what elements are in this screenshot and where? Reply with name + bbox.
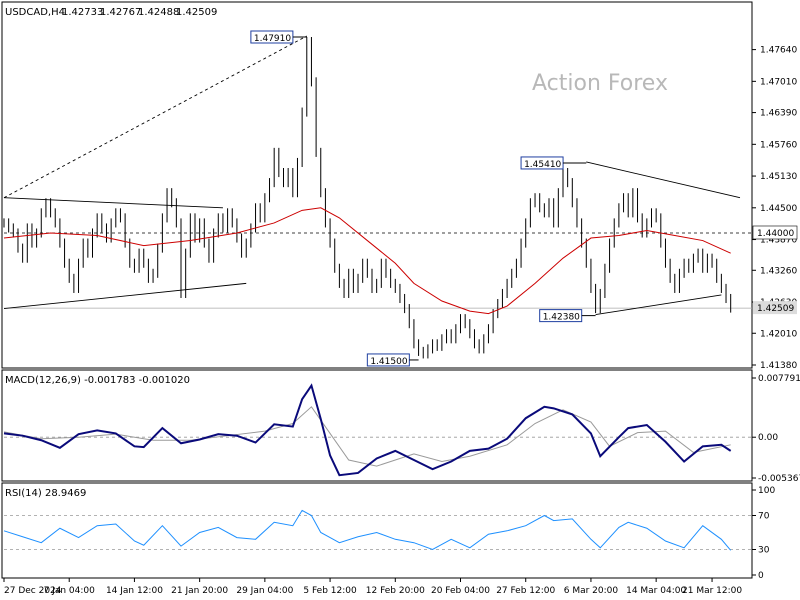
rsi-y-tick-label: 70 xyxy=(758,512,770,522)
price-y-tick-label: 1.47640 xyxy=(760,46,797,56)
price-y-tick-label: 1.45760 xyxy=(760,140,797,150)
x-tick-label: 29 Jan 04:00 xyxy=(236,586,293,596)
macd-y-axis: 0.007791 0.00 -0.005367 xyxy=(752,374,800,484)
price-panel: USDCAD,H4 1.42733 1.42767 1.42488 1.4250… xyxy=(1,1,798,371)
ohlc-high: 1.42767 xyxy=(100,7,141,18)
annotation-label: 1.45410 xyxy=(524,160,561,170)
symbol-label: USDCAD,H4 xyxy=(5,7,65,18)
ohlc-close: 1.42509 xyxy=(176,7,217,18)
watermark: Action Forex xyxy=(532,71,668,96)
rsi-y-tick-label: 100 xyxy=(758,486,775,496)
price-plot: 1.44000 1.42509 1.47910 1.45410 1.42380 1.415… xyxy=(3,30,798,367)
price-y-tick-label: 1.45130 xyxy=(760,172,797,182)
price-y-tick-label: 1.44500 xyxy=(760,204,797,214)
macd-y-tick-label: -0.005367 xyxy=(758,474,800,484)
macd-label: MACD(12,26,9) -0.001783 -0.001020 xyxy=(5,375,190,386)
annotation-label: 1.42380 xyxy=(543,313,580,323)
current-price-label: 1.42509 xyxy=(757,304,794,314)
annotation-label: 1.41500 xyxy=(370,357,407,367)
trend-line xyxy=(586,161,741,199)
x-tick-label: 7 Jan 04:00 xyxy=(44,586,96,596)
horizontal-level-label: 1.44000 xyxy=(757,229,794,239)
price-y-tick-label: 1.41380 xyxy=(760,361,797,371)
price-y-axis: 1.47640 1.47010 1.46390 1.45760 1.45130 1.445… xyxy=(752,46,797,371)
x-tick-label: 14 Jan 12:00 xyxy=(106,586,163,596)
x-tick-label: 6 Mar 20:00 xyxy=(564,586,619,596)
rsi-line xyxy=(3,509,732,551)
rsi-panel: RSI(14) 28.9469 100 70 30 0 xyxy=(1,482,775,581)
macd-panel-frame xyxy=(1,369,753,482)
rsi-label: RSI(14) 28.9469 xyxy=(5,488,86,499)
x-tick-label: 21 Mar 12:00 xyxy=(682,586,742,596)
annotation-label: 1.47910 xyxy=(254,34,291,44)
x-tick-label: 14 Mar 04:00 xyxy=(626,586,686,596)
macd-panel: MACD(12,26,9) -0.001783 -0.001020 0.0077… xyxy=(1,369,800,484)
trend-line xyxy=(3,282,247,310)
price-y-tick-label: 1.42010 xyxy=(760,329,797,339)
rsi-plot xyxy=(3,509,752,551)
price-y-tick-label: 1.43260 xyxy=(760,266,797,276)
trend-line xyxy=(3,197,223,209)
moving-average-line xyxy=(3,207,731,315)
ohlc-open: 1.42733 xyxy=(62,7,103,18)
horizontal-level-label-box xyxy=(752,225,798,240)
price-panel-frame xyxy=(1,1,753,369)
macd-y-tick-label: 0.00 xyxy=(758,433,778,443)
rsi-y-axis: 100 70 30 0 xyxy=(752,486,775,581)
x-tick-label: 27 Dec 2024 xyxy=(4,586,62,596)
rsi-y-tick-label: 30 xyxy=(758,546,770,556)
price-y-tick-label: 1.43870 xyxy=(760,236,797,246)
price-y-tick-label: 1.47010 xyxy=(760,77,797,87)
price-y-tick-label: 1.46390 xyxy=(760,109,797,119)
current-price-label-box xyxy=(753,301,797,315)
x-tick-label: 20 Feb 04:00 xyxy=(431,586,490,596)
x-tick-label: 21 Jan 20:00 xyxy=(171,586,228,596)
x-tick-label: 27 Feb 12:00 xyxy=(496,586,555,596)
macd-y-tick-label: 0.007791 xyxy=(758,374,800,384)
rsi-y-tick-label: 0 xyxy=(758,571,764,581)
macd-plot xyxy=(3,383,752,477)
x-tick-label: 5 Feb 12:00 xyxy=(303,586,357,596)
rsi-panel-frame xyxy=(1,482,753,579)
ohlc-low: 1.42488 xyxy=(138,7,179,18)
x-tick-label: 12 Feb 20:00 xyxy=(366,586,425,596)
trend-line xyxy=(595,294,722,316)
macd-line xyxy=(3,383,732,477)
